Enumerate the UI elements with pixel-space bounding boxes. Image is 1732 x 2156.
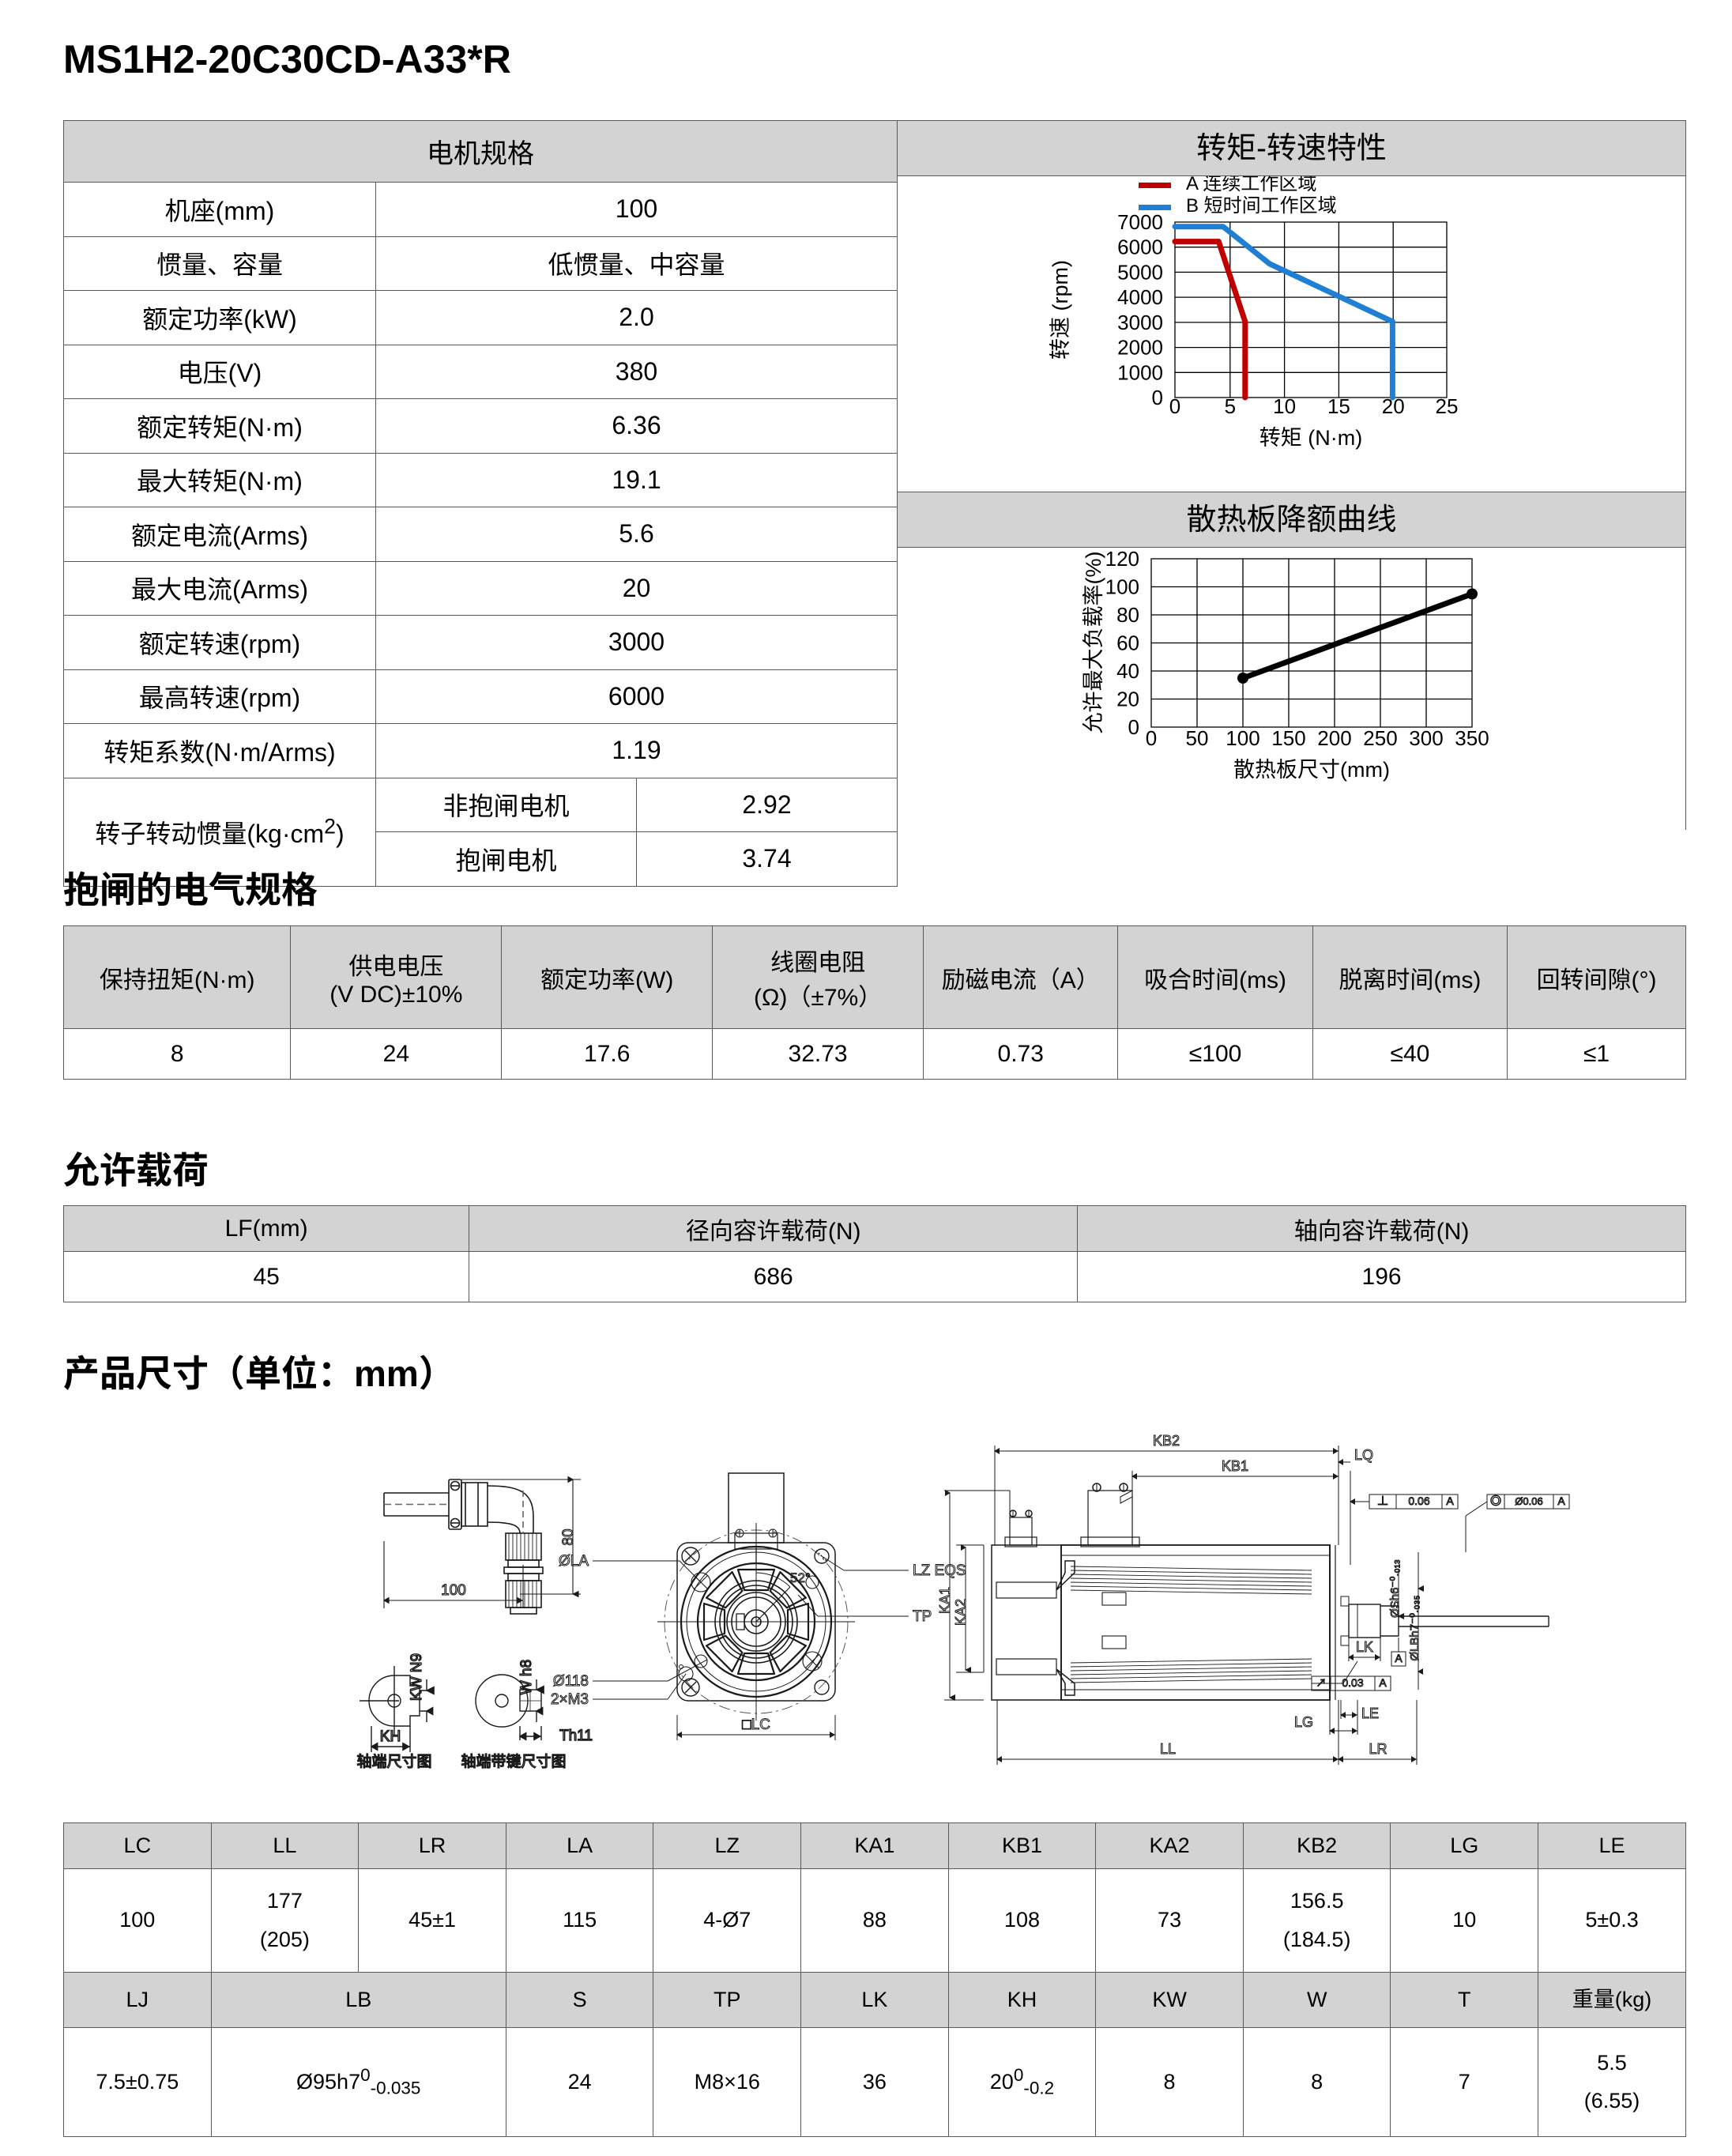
svg-text:40: 40 <box>1116 659 1139 683</box>
svg-text:2×M3: 2×M3 <box>551 1691 589 1708</box>
svg-text:250: 250 <box>1363 726 1397 750</box>
svg-text:ØLA: ØLA <box>559 1553 589 1570</box>
svg-text:KA2: KA2 <box>953 1599 969 1626</box>
svg-text:LR: LR <box>1369 1741 1387 1757</box>
svg-text:A: A <box>1446 1494 1454 1507</box>
svg-text:4000: 4000 <box>1117 285 1163 309</box>
svg-text:Ø0.06: Ø0.06 <box>1515 1495 1542 1507</box>
svg-text:5: 5 <box>1225 394 1236 418</box>
svg-text:Ø118: Ø118 <box>553 1673 589 1690</box>
svg-text:7000: 7000 <box>1117 210 1163 234</box>
svg-text:20: 20 <box>1116 688 1139 711</box>
svg-text:轴端带键尺寸图: 轴端带键尺寸图 <box>461 1753 566 1770</box>
svg-text:15: 15 <box>1327 394 1350 418</box>
svg-text:Th11: Th11 <box>559 1728 593 1744</box>
svg-text:10: 10 <box>1273 394 1296 418</box>
svg-text:允许最大负载率(%): 允许最大负载率(%) <box>1082 552 1105 734</box>
svg-text:150: 150 <box>1271 726 1305 750</box>
svg-text:转速 (rpm): 转速 (rpm) <box>1049 260 1072 360</box>
svg-text:100: 100 <box>1105 575 1139 599</box>
svg-text:LL: LL <box>1160 1741 1176 1757</box>
svg-text:◎: ◎ <box>1490 1494 1501 1507</box>
svg-text:0: 0 <box>1146 726 1157 750</box>
svg-text:A: A <box>1395 1652 1403 1664</box>
svg-text:0.03: 0.03 <box>1342 1676 1363 1689</box>
svg-text:□LC: □LC <box>742 1717 770 1733</box>
svg-text:LQ: LQ <box>1354 1447 1373 1463</box>
svg-text:80: 80 <box>1116 603 1139 627</box>
svg-text:0: 0 <box>1128 715 1139 739</box>
svg-text:KH: KH <box>380 1728 401 1745</box>
svg-text:KB1: KB1 <box>1222 1458 1248 1474</box>
svg-text:B 短时间工作区域: B 短时间工作区域 <box>1186 195 1337 217</box>
svg-text:100: 100 <box>1226 726 1259 750</box>
svg-text:轴端尺寸图: 轴端尺寸图 <box>356 1753 431 1770</box>
svg-text:50: 50 <box>1186 726 1209 750</box>
svg-text:0.06: 0.06 <box>1408 1494 1429 1507</box>
svg-text:LK: LK <box>1356 1639 1373 1655</box>
svg-text:1000: 1000 <box>1117 360 1163 384</box>
svg-text:5000: 5000 <box>1117 260 1163 284</box>
svg-text:ØSh6⁻⁰.₀₁₃: ØSh6⁻⁰.₀₁₃ <box>1388 1559 1402 1618</box>
svg-text:转矩 (N·m): 转矩 (N·m) <box>1259 426 1362 450</box>
svg-text:KW N9: KW N9 <box>409 1653 425 1701</box>
svg-text:0: 0 <box>1152 386 1163 409</box>
svg-text:3000: 3000 <box>1117 311 1163 334</box>
svg-text:KA1: KA1 <box>937 1587 953 1614</box>
svg-text:KB2: KB2 <box>1153 1433 1180 1449</box>
svg-text:6000: 6000 <box>1117 236 1163 259</box>
svg-text:A 连续工作区域: A 连续工作区域 <box>1186 176 1316 194</box>
svg-text:2000: 2000 <box>1117 336 1163 360</box>
svg-text:LZ EQS: LZ EQS <box>913 1562 966 1579</box>
svg-text:25: 25 <box>1436 394 1459 418</box>
svg-text:⊥: ⊥ <box>1376 1494 1388 1508</box>
svg-text:LE: LE <box>1361 1706 1379 1721</box>
svg-text:W h8: W h8 <box>518 1660 535 1694</box>
svg-text:↗: ↗ <box>1316 1677 1326 1689</box>
svg-text:100: 100 <box>441 1582 466 1599</box>
svg-text:A: A <box>1379 1676 1387 1689</box>
svg-text:散热板尺寸(mm): 散热板尺寸(mm) <box>1233 758 1390 782</box>
svg-text:300: 300 <box>1409 726 1443 750</box>
svg-text:0: 0 <box>1169 394 1180 418</box>
svg-text:200: 200 <box>1317 726 1351 750</box>
svg-text:120: 120 <box>1105 548 1139 571</box>
svg-text:80: 80 <box>560 1528 577 1545</box>
svg-text:TP: TP <box>913 1608 932 1625</box>
svg-text:60: 60 <box>1116 631 1139 655</box>
svg-text:LG: LG <box>1294 1714 1313 1730</box>
svg-text:A: A <box>1557 1494 1565 1507</box>
svg-text:350: 350 <box>1455 726 1489 750</box>
svg-text:ØLBh7⁻⁰.₀₃₅: ØLBh7⁻⁰.₀₃₅ <box>1408 1595 1421 1660</box>
